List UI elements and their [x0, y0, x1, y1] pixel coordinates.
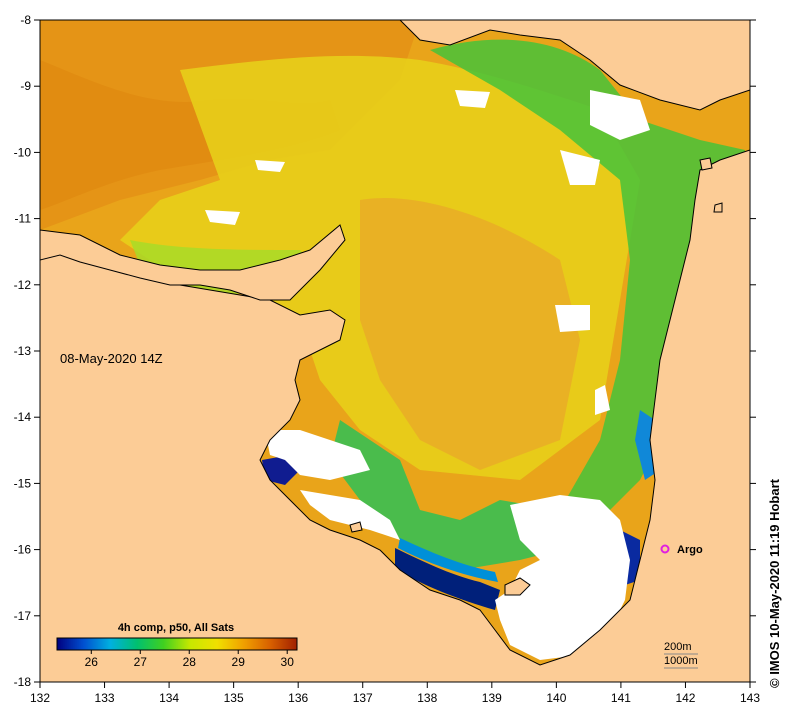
longitude-axis: 132 133 134 135 136 137 138 139 140 141 142 143 [30, 682, 760, 705]
land-island-south [504, 577, 531, 596]
lon-tick-label: 133 [95, 691, 115, 705]
lat-tick-label: -13 [14, 344, 32, 358]
lon-tick-label: 132 [30, 691, 50, 705]
cloud-patch-southwest [300, 490, 400, 540]
depth-legend-200m: 200m [664, 641, 692, 653]
colorbar-title: 4h comp, p50, All Sats [118, 622, 234, 634]
land-australia [40, 149, 750, 682]
lat-tick-label: -12 [14, 278, 32, 292]
cloud-patch-southeast [495, 495, 630, 660]
sea-blue-south-coast [395, 548, 500, 610]
cloud-patch-small-2 [255, 160, 285, 172]
colorbar-tick-label: 26 [85, 655, 99, 669]
lon-tick-label: 134 [159, 691, 179, 705]
cloud-patch-east-small [595, 385, 610, 415]
lat-tick-label: -10 [14, 145, 32, 159]
lat-tick-label: -15 [14, 476, 32, 490]
latitude-axis: -8 -9 -10 -11 -12 -13 -14 -15 -16 -17 -18 [14, 13, 756, 689]
timestamp-label: 08-May-2020 14Z [60, 351, 163, 366]
lon-tick-label: 135 [224, 691, 244, 705]
lat-tick-label: -18 [14, 675, 32, 689]
lat-tick-label: -14 [14, 410, 32, 424]
sea-orange-core [40, 60, 340, 210]
lon-tick-label: 140 [546, 691, 566, 705]
argo-marker-icon [660, 544, 670, 554]
lon-tick-label: 137 [353, 691, 373, 705]
sea-gulf-orange [360, 198, 580, 470]
lon-tick-label: 143 [740, 691, 760, 705]
lon-tick-label: 142 [675, 691, 695, 705]
lon-tick-label: 136 [288, 691, 308, 705]
colorbar-tick-label: 28 [183, 655, 197, 669]
lon-tick-label: 138 [417, 691, 437, 705]
lon-tick-label: 141 [611, 691, 631, 705]
lat-tick-label: -16 [14, 543, 32, 557]
map-plot-area [40, 20, 750, 682]
land-island-east-1 [699, 157, 713, 171]
colorbar-bar [56, 637, 298, 651]
lat-tick-label: -9 [20, 79, 31, 93]
credit-label: © IMOS 10-May-2020 11:19 Hobart [767, 478, 782, 688]
argo-label: Argo [677, 544, 703, 556]
colorbar-tick-label: 30 [281, 655, 295, 669]
cloud-patch-northeast [590, 90, 650, 140]
depth-legend: 200m 1000m [664, 641, 698, 669]
land-new-guinea [399, 20, 750, 111]
land-arnhem-coast [40, 224, 346, 301]
cloud-patch-west [265, 430, 370, 480]
lat-tick-label: -17 [14, 609, 32, 623]
lat-tick-label: -11 [15, 212, 32, 226]
colorbar: 4h comp, p50, All Sats 26 27 28 29 30 [56, 622, 298, 669]
lat-tick-label: -8 [20, 13, 31, 27]
argo-marker: Argo [660, 544, 703, 556]
land-island-small [349, 521, 363, 533]
sea-cyan-south-coast [398, 538, 498, 582]
cloud-patch-east [555, 305, 590, 332]
cloud-patch-west-small [205, 210, 240, 225]
colorbar-tick-label: 29 [232, 655, 246, 669]
lon-tick-label: 139 [482, 691, 502, 705]
land-island-east-2 [713, 202, 723, 213]
cloud-patch-north [560, 150, 600, 185]
colorbar-tick-label: 27 [134, 655, 148, 669]
colorbar-ticks: 26 27 28 29 30 [85, 650, 295, 669]
depth-legend-1000m: 1000m [664, 655, 698, 667]
cloud-patch-top [455, 90, 490, 108]
